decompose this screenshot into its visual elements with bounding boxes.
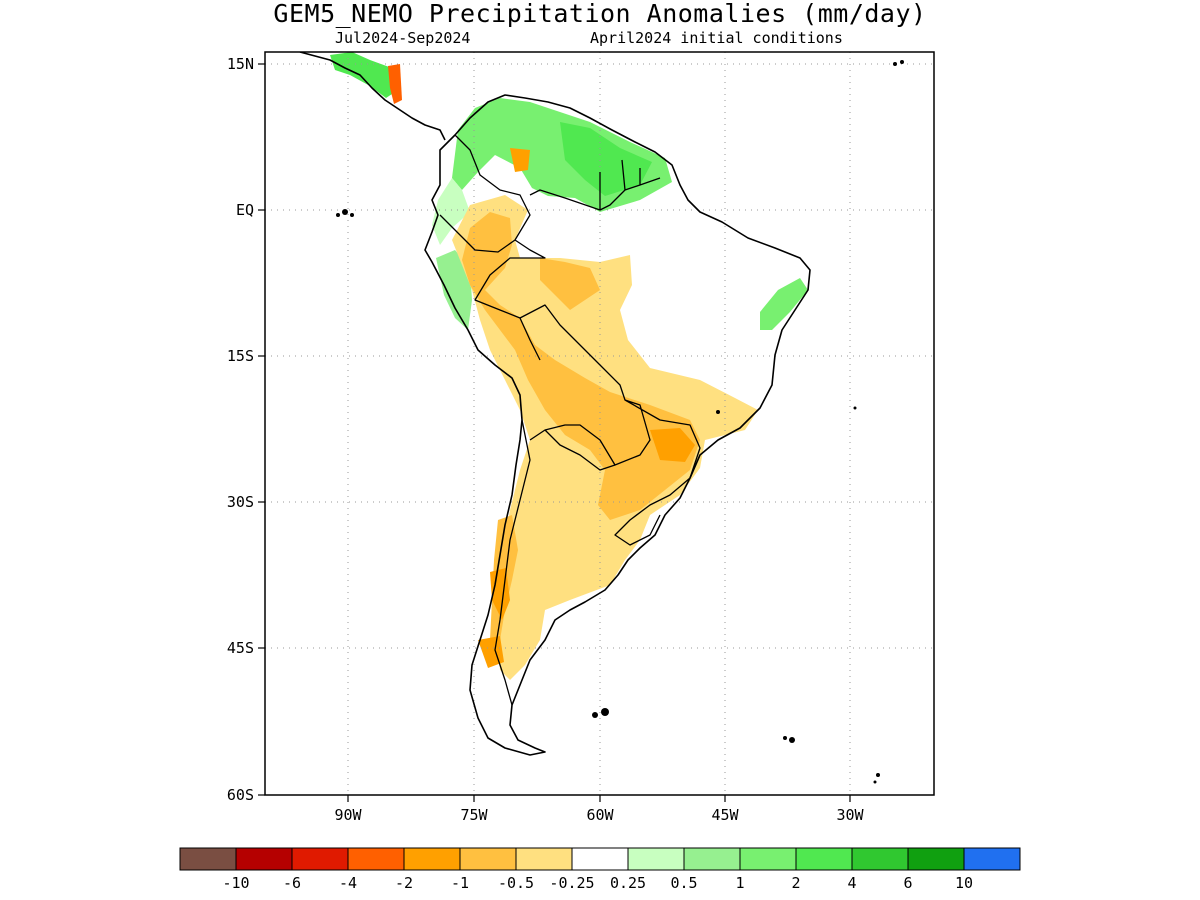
legend-label: -1 bbox=[451, 874, 469, 892]
legend-label: 4 bbox=[847, 874, 856, 892]
negative-anomaly-strong-patch-4 bbox=[510, 148, 530, 172]
lat-label-45s: 45S bbox=[227, 639, 254, 657]
legend-swatch bbox=[403, 847, 461, 871]
forecast-period: Jul2024-Sep2024 bbox=[335, 29, 471, 47]
legend-label: -0.5 bbox=[498, 874, 534, 892]
positive-anomaly-northeast-brazil bbox=[760, 278, 808, 330]
negative-anomaly-moderate-east bbox=[540, 258, 600, 310]
lat-label-60s: 60S bbox=[227, 786, 254, 804]
negative-anomaly-strong-patch-1 bbox=[650, 428, 695, 462]
legend-swatch bbox=[179, 847, 237, 871]
positive-anomaly-central-america bbox=[330, 52, 398, 98]
legend-labels: -10 -6 -4 -2 -1 -0.5 -0.25 0.25 0.5 1 2 4 6 10 bbox=[222, 874, 973, 892]
color-legend bbox=[179, 847, 1021, 871]
positive-anomaly-pacific-coast bbox=[436, 250, 472, 330]
legend-swatch bbox=[291, 847, 349, 871]
lat-label-eq: EQ bbox=[236, 201, 254, 219]
lon-label-90w: 90W bbox=[334, 806, 362, 824]
legend-label: -4 bbox=[339, 874, 357, 892]
lat-label-15n: 15N bbox=[227, 55, 254, 73]
legend-label: -6 bbox=[283, 874, 301, 892]
coastlines bbox=[299, 52, 811, 756]
negative-anomaly-moderate-andes bbox=[462, 212, 700, 520]
lon-label-45w: 45W bbox=[711, 806, 739, 824]
initial-conditions: April2024 initial conditions bbox=[590, 29, 843, 47]
legend-swatch bbox=[347, 847, 405, 871]
south-america-outline bbox=[424, 94, 811, 756]
legend-label: 6 bbox=[903, 874, 912, 892]
islands bbox=[336, 60, 904, 784]
central-america-outline bbox=[299, 52, 446, 141]
positive-anomaly-north bbox=[452, 98, 672, 212]
legend-swatch bbox=[235, 847, 293, 871]
longitude-labels: 90W 75W 60W 45W 30W bbox=[334, 806, 864, 824]
negative-anomaly-strong-patch-3 bbox=[478, 636, 504, 668]
legend-label: -2 bbox=[395, 874, 413, 892]
country-borders bbox=[439, 134, 701, 706]
legend-swatch bbox=[851, 847, 909, 871]
lon-label-30w: 30W bbox=[836, 806, 864, 824]
lat-label-30s: 30S bbox=[227, 493, 254, 511]
legend-label: 1 bbox=[735, 874, 744, 892]
legend-label: 0.25 bbox=[610, 874, 646, 892]
legend-swatch bbox=[683, 847, 741, 871]
legend-swatch bbox=[515, 847, 573, 871]
latitude-labels: 15N EQ 15S 30S 45S 60S bbox=[227, 55, 254, 804]
legend-swatch bbox=[963, 847, 1021, 871]
legend-swatch bbox=[795, 847, 853, 871]
legend-label: -10 bbox=[222, 874, 249, 892]
lon-label-75w: 75W bbox=[460, 806, 488, 824]
legend-swatch bbox=[907, 847, 965, 871]
axis-ticks bbox=[258, 63, 851, 802]
positive-anomaly-north-strong bbox=[560, 122, 652, 196]
map-title: GEM5_NEMO Precipitation Anomalies (mm/da… bbox=[273, 0, 927, 28]
lon-label-60w: 60W bbox=[586, 806, 614, 824]
legend-label: -0.25 bbox=[549, 874, 594, 892]
lat-label-15s: 15S bbox=[227, 347, 254, 365]
anomaly-fields bbox=[330, 52, 808, 680]
legend-swatch bbox=[571, 847, 629, 871]
negative-anomaly-central-america bbox=[388, 64, 402, 104]
legend-label: 0.5 bbox=[670, 874, 697, 892]
legend-swatch bbox=[739, 847, 797, 871]
positive-anomaly-north-light bbox=[432, 178, 470, 245]
legend-label: 2 bbox=[791, 874, 800, 892]
legend-label: 10 bbox=[955, 874, 973, 892]
legend-swatch bbox=[459, 847, 517, 871]
legend-swatch bbox=[627, 847, 685, 871]
